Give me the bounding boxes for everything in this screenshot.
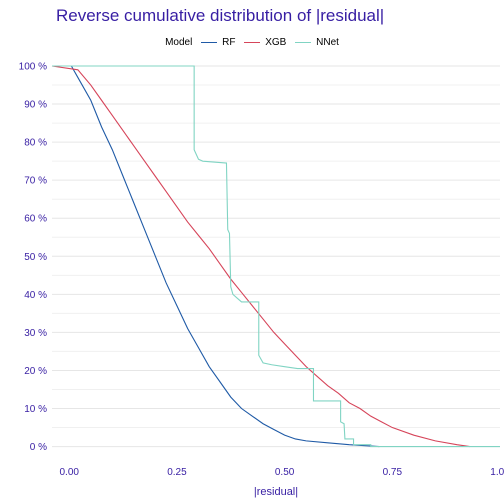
grid bbox=[52, 65, 500, 448]
legend-title: Model bbox=[165, 37, 193, 48]
legend-swatch-xgb bbox=[244, 41, 261, 43]
y-tick-label: 10 % bbox=[24, 404, 47, 415]
y-tick-label: 100 % bbox=[19, 62, 47, 73]
legend-swatch-nnet bbox=[295, 41, 312, 43]
legend: Model RF XGB NNet bbox=[0, 37, 504, 48]
y-axis-ticks: 0 % 10 % 20 % 30 % 40 % 50 % 60 % 70 % 80 % 90 % 1… bbox=[19, 62, 47, 454]
y-tick-label: 90 % bbox=[24, 100, 47, 111]
series-line-xgb bbox=[51, 65, 470, 448]
series-line-rf bbox=[52, 65, 380, 448]
legend-label-rf: RF bbox=[222, 37, 236, 48]
legend-item-nnet: NNet bbox=[295, 37, 339, 48]
y-tick-label: 50 % bbox=[24, 252, 47, 263]
x-axis-label: |residual| bbox=[254, 486, 298, 498]
y-tick-label: 80 % bbox=[24, 138, 47, 149]
legend-item-xgb: XGB bbox=[244, 37, 286, 48]
x-tick-label: 0.00 bbox=[59, 467, 79, 478]
x-tick-label: 0.25 bbox=[167, 467, 187, 478]
y-tick-label: 70 % bbox=[24, 176, 47, 187]
y-tick-label: 30 % bbox=[24, 328, 47, 339]
x-tick-label: 1.00 bbox=[490, 467, 504, 478]
series-group bbox=[51, 65, 500, 448]
legend-item-rf: RF bbox=[201, 37, 235, 48]
y-tick-label: 40 % bbox=[24, 290, 47, 301]
chart-title: Reverse cumulative distribution of |resi… bbox=[56, 6, 385, 25]
x-tick-label: 0.75 bbox=[383, 467, 403, 478]
legend-label-xgb: XGB bbox=[265, 37, 287, 48]
y-tick-label: 0 % bbox=[30, 442, 47, 453]
x-axis-ticks: 0.00 0.25 0.50 0.75 1.00 bbox=[59, 467, 504, 478]
y-tick-label: 60 % bbox=[24, 214, 47, 225]
legend-swatch-rf bbox=[201, 41, 218, 43]
legend-label-nnet: NNet bbox=[316, 37, 339, 48]
series-line-nnet bbox=[52, 65, 500, 448]
x-tick-label: 0.50 bbox=[275, 467, 295, 478]
y-tick-label: 20 % bbox=[24, 366, 47, 377]
